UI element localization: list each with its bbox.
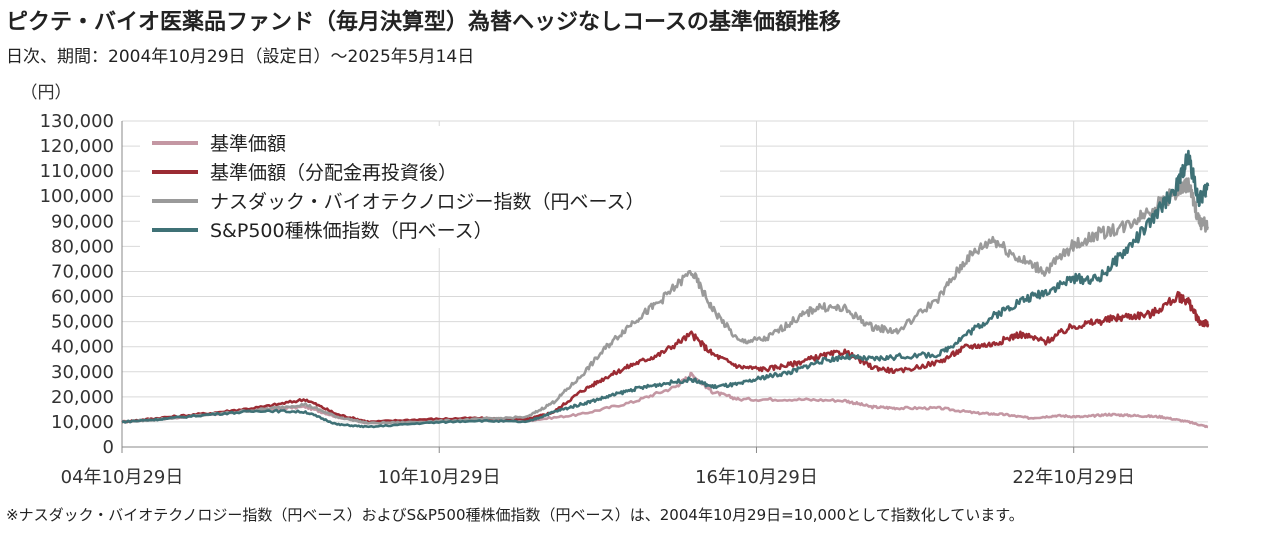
y-tick-label: 30,000 — [51, 362, 114, 383]
chart-subtitle: 日次、期間：2004年10月29日（設定日）～2025年5月14日 — [6, 47, 475, 67]
y-tick-label: 40,000 — [51, 337, 114, 358]
series-line-4 — [121, 149, 1210, 429]
y-tick-label: 20,000 — [51, 387, 114, 408]
legend-label: S&P500種株価指数（円ベース） — [210, 220, 493, 242]
y-tick-label: 80,000 — [51, 236, 114, 257]
y-axis-unit: （円） — [21, 83, 72, 103]
x-tick-label: 22年10月29日 — [1012, 467, 1135, 488]
legend-label: 基準価額 — [210, 133, 286, 155]
x-tick-label: 10年10月29日 — [378, 467, 501, 488]
y-tick-label: 120,000 — [40, 136, 114, 157]
legend-label: 基準価額（分配金再投資後） — [210, 162, 457, 184]
y-tick-label: 90,000 — [51, 211, 114, 232]
legend-label: ナスダック・バイオテクノロジー指数（円ベース） — [210, 191, 645, 213]
y-tick-label: 100,000 — [40, 186, 114, 207]
series-lines — [121, 149, 1210, 429]
x-tick-label: 04年10月29日 — [61, 467, 184, 488]
y-tick-label: 60,000 — [51, 287, 114, 308]
y-tick-label: 130,000 — [40, 111, 114, 132]
series-line-3 — [121, 177, 1210, 425]
y-tick-label: 70,000 — [51, 261, 114, 282]
axes: 0 10,000 20,000 30,000 40,000 50,000 60,000 70,… — [21, 83, 1208, 488]
series-line-1 — [121, 371, 1209, 429]
series-line-2 — [121, 290, 1210, 424]
y-tick-label: 50,000 — [51, 312, 114, 333]
chart-title: ピクテ・バイオ医薬品ファンド（毎月決算型）為替ヘッジなしコースの基準価額推移 — [6, 10, 841, 35]
footnote: ※ナスダック・バイオテクノロジー指数（円ベース）およびS&P500種株価指数（円… — [6, 506, 1024, 524]
y-tick-label: 110,000 — [40, 161, 114, 182]
y-tick-label: 10,000 — [51, 412, 114, 433]
y-tick-label: 0 — [103, 437, 114, 458]
x-tick-label: 16年10月29日 — [695, 467, 818, 488]
legend-background — [140, 126, 720, 248]
